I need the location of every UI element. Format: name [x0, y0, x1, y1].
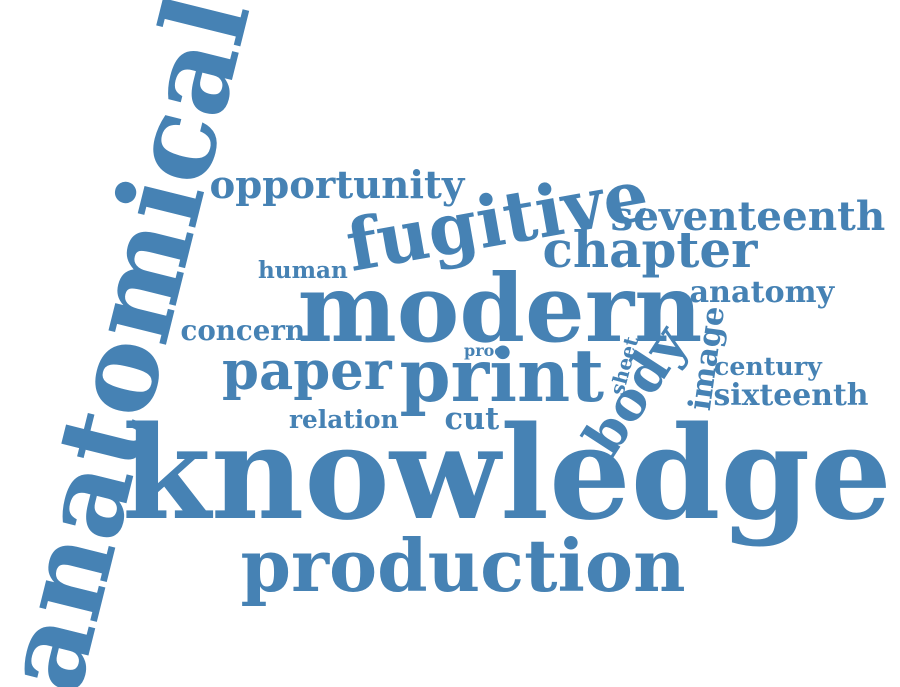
word-concern: concern — [180, 314, 306, 347]
word-seventeenth: seventeenth — [610, 192, 886, 240]
word-paper: paper — [222, 339, 392, 402]
word-chapter: chapter — [542, 220, 758, 279]
word-opportunity: opportunity — [209, 162, 465, 208]
word-print: print — [399, 332, 605, 419]
word-anatomy: anatomy — [689, 275, 835, 310]
word-human: human — [258, 256, 348, 284]
word-relation: relation — [289, 404, 399, 434]
word-cut: cut — [444, 401, 500, 437]
word-sixteenth: sixteenth — [713, 378, 869, 413]
word-century: century — [714, 350, 822, 381]
word-production: production — [240, 524, 686, 609]
word-modern: modern — [297, 254, 703, 364]
word-knowledge: knowledge — [122, 399, 892, 549]
word-proc: proc — [464, 341, 505, 360]
